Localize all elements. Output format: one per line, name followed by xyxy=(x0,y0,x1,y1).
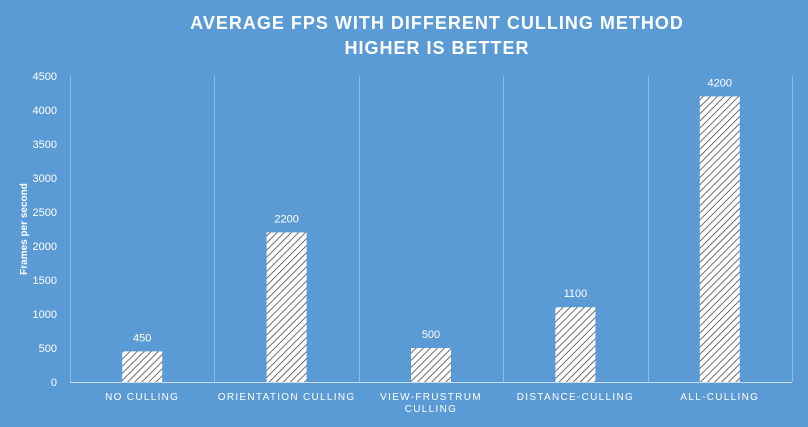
y-tick-label: 2500 xyxy=(33,207,57,219)
chart-subtitle: HIGHER IS BETTER xyxy=(344,38,529,58)
data-label: 500 xyxy=(422,329,440,341)
y-tick-label: 2000 xyxy=(33,241,57,253)
data-label: 1100 xyxy=(564,288,588,300)
data-label: 450 xyxy=(133,332,151,344)
y-tick-label: 3500 xyxy=(33,139,57,151)
data-label: 4200 xyxy=(708,77,732,89)
x-category-label: CULLING xyxy=(405,404,457,415)
bar xyxy=(699,96,740,383)
data-labels-layer: 450 2200 500 1100 4200 xyxy=(133,77,732,344)
y-tick-label: 4000 xyxy=(33,105,57,117)
y-tick-label: 4500 xyxy=(33,71,57,83)
x-category-label: ORIENTATION CULLING xyxy=(218,392,356,403)
y-axis-label: Frames per second xyxy=(19,183,30,275)
y-tick-label: 3000 xyxy=(33,173,57,185)
data-label: 2200 xyxy=(274,213,298,225)
x-category-label: ALL-CULLING xyxy=(680,392,759,403)
bar xyxy=(266,232,307,382)
y-axis-ticks: 0 500 1000 1500 2000 2500 3000 3500 4000 4500 xyxy=(33,71,57,389)
chart-title: AVERAGE FPS WITH DIFFERENT CULLING METHO… xyxy=(190,13,684,33)
x-category-label: DISTANCE-CULLING xyxy=(517,392,634,403)
x-category-label: NO CULLING xyxy=(105,392,179,403)
x-axis-categories: NO CULLING ORIENTATION CULLING VIEW-FRUSTR… xyxy=(105,392,759,415)
y-tick-label: 500 xyxy=(39,343,57,355)
x-category-label: VIEW-FRUSTRUM xyxy=(380,392,482,403)
bar xyxy=(122,351,163,382)
bars-layer xyxy=(122,96,740,383)
y-tick-label: 1500 xyxy=(33,275,57,287)
bar xyxy=(411,348,451,382)
y-tick-label: 0 xyxy=(51,377,57,389)
grid-layer xyxy=(70,76,793,383)
bar xyxy=(555,307,596,382)
y-tick-label: 1000 xyxy=(33,309,57,321)
